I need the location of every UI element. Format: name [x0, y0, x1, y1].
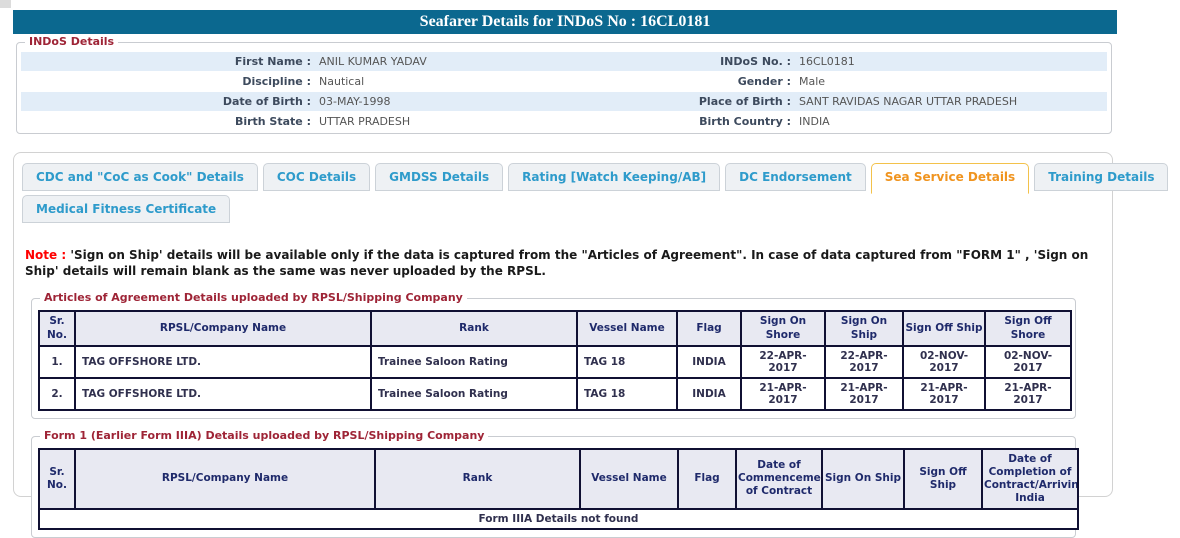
- table-header-row: Sr. No. RPSL/Company Name Rank Vessel Na…: [38, 310, 1072, 347]
- form1-legend: Form 1 (Earlier Form IIIA) Details uploa…: [40, 428, 489, 442]
- indos-row-3: Date of Birth : 03-MAY-1998 Place of Bir…: [21, 92, 1107, 111]
- table-cell: TAG OFFSHORE LTD.: [74, 344, 372, 379]
- column-header-company: RPSL/Company Name: [74, 447, 376, 511]
- indos-row-2: Discipline : Nautical Gender : Male: [21, 72, 1107, 91]
- column-header-company: RPSL/Company Name: [74, 310, 372, 347]
- table-header-row: Sr. No. RPSL/Company Name Rank Vessel Na…: [38, 447, 1079, 511]
- tab-gmdss-details[interactable]: GMDSS Details: [375, 163, 504, 191]
- form1-table: Sr. No. RPSL/Company Name Rank Vessel Na…: [38, 447, 1079, 531]
- discipline-value: Nautical: [319, 75, 365, 88]
- column-header-sign-on-shore: Sign On Shore: [740, 310, 826, 347]
- table-cell: INDIA: [676, 376, 742, 411]
- indos-details-legend: INDoS Details: [25, 35, 119, 48]
- table-cell: 21-APR-2017: [824, 376, 904, 411]
- indos-no-label: INDoS No. :: [720, 55, 791, 68]
- note-prefix: Note :: [25, 248, 67, 262]
- indos-row-1: First Name : ANIL KUMAR YADAV INDoS No. …: [21, 52, 1107, 71]
- column-header-vessel: Vessel Name: [579, 447, 679, 511]
- indos-row-4: Birth State : UTTAR PRADESH Birth Countr…: [21, 112, 1107, 131]
- indos-details-fieldset: INDoS Details First Name : ANIL KUMAR YA…: [16, 35, 1112, 134]
- table-cell: 21-APR-2017: [984, 376, 1072, 411]
- seafarer-details-panel: CDC and "CoC as Cook" Details COC Detail…: [13, 152, 1169, 538]
- table-cell: 22-APR-2017: [824, 344, 904, 379]
- empty-result-row: Form IIIA Details not found: [38, 508, 1079, 531]
- table-cell: INDIA: [676, 344, 742, 379]
- column-header-sign-off-shore: Sign Off Shore: [984, 310, 1072, 347]
- page-title: Seafarer Details for INDoS No : 16CL0181: [13, 10, 1117, 34]
- articles-legend: Articles of Agreement Details uploaded b…: [40, 291, 467, 305]
- tab-row-1: CDC and "CoC as Cook" Details COC Detail…: [14, 163, 1169, 194]
- column-header-flag: Flag: [676, 310, 742, 347]
- column-header-sr-no: Sr. No.: [38, 310, 76, 347]
- tab-coc-details[interactable]: COC Details: [262, 163, 371, 191]
- birth-state-value: UTTAR PRADESH: [319, 115, 411, 128]
- birth-country-label: Birth Country :: [699, 115, 791, 128]
- birth-state-label: Birth State :: [234, 115, 311, 128]
- column-header-sign-on-ship: Sign On Ship: [821, 447, 905, 511]
- tab-dc-endorsement[interactable]: DC Endorsement: [725, 163, 866, 191]
- tab-medical-fitness-certificate[interactable]: Medical Fitness Certificate: [22, 195, 231, 223]
- table-cell: 21-APR-2017: [902, 376, 986, 411]
- column-header-vessel: Vessel Name: [576, 310, 678, 347]
- tab-row-2: Medical Fitness Certificate: [14, 195, 1112, 223]
- form1-fieldset: Form 1 (Earlier Form IIIA) Details uploa…: [31, 428, 1079, 538]
- table-cell: 02-NOV-2017: [902, 344, 986, 379]
- table-cell: 02-NOV-2017: [984, 344, 1072, 379]
- column-header-rank: Rank: [374, 447, 581, 511]
- table-row: 2. TAG OFFSHORE LTD. Trainee Saloon Rati…: [38, 376, 1072, 411]
- first-name-label: First Name :: [234, 55, 311, 68]
- table-cell: Trainee Saloon Rating: [370, 344, 578, 379]
- column-header-sign-off-ship: Sign Off Ship: [903, 447, 983, 511]
- table-cell: 2.: [38, 376, 76, 411]
- date-of-birth-label: Date of Birth :: [222, 95, 311, 108]
- column-header-sign-on-ship: Sign On Ship: [824, 310, 904, 347]
- column-header-rank: Rank: [370, 310, 578, 347]
- note-text: Note : 'Sign on Ship' details will be av…: [25, 247, 1100, 279]
- articles-of-agreement-fieldset: Articles of Agreement Details uploaded b…: [31, 291, 1076, 419]
- note-body: 'Sign on Ship' details will be available…: [25, 248, 1089, 279]
- column-header-date-commencement: Date of Commencement of Contract: [735, 447, 823, 511]
- table-row: 1. TAG OFFSHORE LTD. Trainee Saloon Rati…: [38, 344, 1072, 379]
- tab-cdc-and-coc-as-cook-details[interactable]: CDC and "CoC as Cook" Details: [22, 163, 258, 191]
- empty-result-message: Form IIIA Details not found: [38, 508, 1079, 531]
- table-cell: TAG 18: [576, 376, 678, 411]
- tab-training-details[interactable]: Training Details: [1034, 163, 1169, 191]
- gender-value: Male: [799, 75, 826, 88]
- table-cell: TAG OFFSHORE LTD.: [74, 376, 372, 411]
- table-cell: 22-APR-2017: [740, 344, 826, 379]
- table-cell: Trainee Saloon Rating: [370, 376, 578, 411]
- date-of-birth-value: 03-MAY-1998: [319, 95, 391, 108]
- place-of-birth-label: Place of Birth :: [698, 95, 791, 108]
- column-header-sign-off-ship: Sign Off Ship: [902, 310, 986, 347]
- table-cell: TAG 18: [576, 344, 678, 379]
- indos-no-value: 16CL0181: [799, 55, 855, 68]
- articles-of-agreement-table: Sr. No. RPSL/Company Name Rank Vessel Na…: [38, 310, 1072, 411]
- column-header-date-completion: Date of Completion of Contract/Arriving …: [981, 447, 1079, 511]
- column-header-flag: Flag: [677, 447, 737, 511]
- corner-artifact: [0, 0, 11, 8]
- table-cell: 21-APR-2017: [740, 376, 826, 411]
- discipline-label: Discipline :: [242, 75, 311, 88]
- table-cell: 1.: [38, 344, 76, 379]
- column-header-sr-no: Sr. No.: [38, 447, 76, 511]
- tab-sea-service-details[interactable]: Sea Service Details: [870, 163, 1030, 194]
- tab-rating-watch-keeping-ab[interactable]: Rating [Watch Keeping/AB]: [508, 163, 721, 191]
- birth-country-value: INDIA: [799, 115, 830, 128]
- first-name-value: ANIL KUMAR YADAV: [319, 55, 427, 68]
- gender-label: Gender :: [737, 75, 791, 88]
- place-of-birth-value: SANT RAVIDAS NAGAR UTTAR PRADESH: [799, 95, 1018, 108]
